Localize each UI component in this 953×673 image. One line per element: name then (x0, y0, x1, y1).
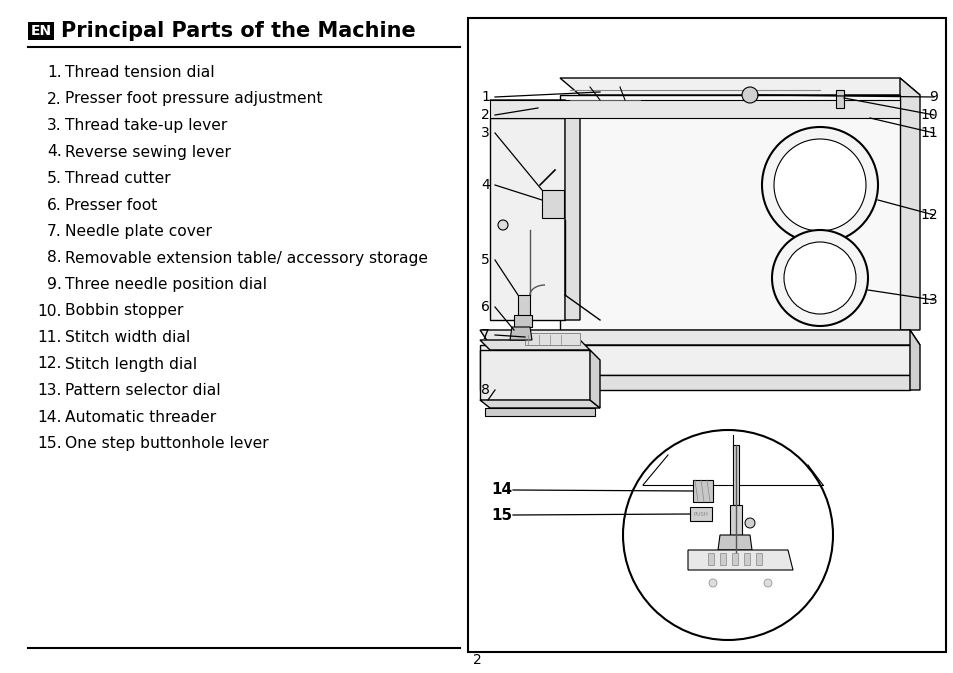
Circle shape (741, 87, 758, 103)
Bar (517, 295, 530, 325)
Text: Presser foot pressure adjustment: Presser foot pressure adjustment (65, 92, 322, 106)
Circle shape (622, 430, 832, 640)
Text: Removable extension table/ accessory storage: Removable extension table/ accessory sto… (65, 250, 428, 266)
Polygon shape (490, 118, 564, 320)
Text: Reverse sewing lever: Reverse sewing lever (65, 145, 231, 160)
Text: One step buttonhole lever: One step buttonhole lever (65, 436, 269, 451)
Bar (484, 408, 595, 416)
Polygon shape (479, 340, 589, 350)
Text: 8: 8 (480, 383, 489, 397)
Text: 6: 6 (480, 300, 489, 314)
Bar (835, 90, 843, 108)
Text: 1: 1 (480, 90, 489, 104)
Text: 13: 13 (920, 293, 937, 307)
Text: 8.: 8. (48, 250, 62, 266)
Text: EN: EN (30, 24, 51, 38)
Text: Needle plate cover: Needle plate cover (65, 224, 212, 239)
Polygon shape (490, 100, 899, 118)
Bar (707, 553, 713, 565)
Circle shape (708, 579, 717, 587)
Polygon shape (559, 95, 899, 330)
FancyBboxPatch shape (28, 22, 54, 40)
Text: 14: 14 (491, 483, 512, 497)
Text: PUSH: PUSH (693, 511, 708, 516)
Text: 15.: 15. (37, 436, 62, 451)
Polygon shape (899, 78, 919, 330)
Text: 3.: 3. (48, 118, 62, 133)
Text: 12: 12 (920, 208, 937, 222)
Text: 11: 11 (920, 126, 937, 140)
Text: Pattern selector dial: Pattern selector dial (65, 383, 220, 398)
Text: Thread take-up lever: Thread take-up lever (65, 118, 227, 133)
Polygon shape (479, 400, 599, 408)
Text: 7: 7 (480, 328, 489, 342)
Circle shape (497, 220, 507, 230)
Circle shape (763, 579, 771, 587)
Polygon shape (718, 535, 751, 550)
Text: 4.: 4. (48, 145, 62, 160)
Polygon shape (510, 327, 532, 340)
Text: 2: 2 (480, 108, 489, 122)
Circle shape (744, 518, 754, 528)
Bar (720, 553, 725, 565)
Text: 6.: 6. (48, 197, 62, 213)
Text: 3: 3 (480, 126, 489, 140)
Text: 15: 15 (491, 507, 512, 522)
Text: Thread cutter: Thread cutter (65, 171, 171, 186)
Bar (729, 505, 741, 535)
Text: 2.: 2. (48, 92, 62, 106)
Bar (692, 480, 712, 502)
Circle shape (783, 242, 855, 314)
Text: Three needle position dial: Three needle position dial (65, 277, 267, 292)
Text: Bobbin stopper: Bobbin stopper (65, 304, 183, 318)
Text: 14.: 14. (37, 409, 62, 425)
Text: 10.: 10. (37, 304, 62, 318)
Bar (731, 553, 738, 565)
Circle shape (771, 230, 867, 326)
Polygon shape (479, 375, 909, 390)
Bar (732, 445, 739, 505)
Bar (541, 190, 563, 218)
Bar (743, 553, 749, 565)
Text: 4: 4 (480, 178, 489, 192)
Text: 5: 5 (480, 253, 489, 267)
Bar (468, 18, 945, 652)
Circle shape (773, 139, 865, 231)
Text: 12.: 12. (37, 357, 62, 371)
Polygon shape (687, 550, 792, 570)
Text: Thread tension dial: Thread tension dial (65, 65, 214, 80)
Polygon shape (479, 345, 909, 375)
Text: 13.: 13. (37, 383, 62, 398)
Text: 5.: 5. (47, 171, 62, 186)
Polygon shape (909, 330, 919, 390)
Text: 2: 2 (472, 653, 481, 667)
Circle shape (761, 127, 877, 243)
Polygon shape (490, 100, 579, 118)
Text: 9.: 9. (47, 277, 62, 292)
Bar (524, 333, 579, 345)
Text: Presser foot: Presser foot (65, 197, 157, 213)
Text: 9: 9 (928, 90, 937, 104)
Polygon shape (589, 350, 599, 408)
Text: 10: 10 (920, 108, 937, 122)
Text: 7.: 7. (48, 224, 62, 239)
Bar (755, 553, 761, 565)
Text: 1.: 1. (48, 65, 62, 80)
Polygon shape (564, 100, 579, 320)
Text: 11.: 11. (37, 330, 62, 345)
Polygon shape (479, 350, 589, 400)
Text: Stitch length dial: Stitch length dial (65, 357, 197, 371)
Text: Principal Parts of the Machine: Principal Parts of the Machine (61, 21, 416, 41)
Text: Stitch width dial: Stitch width dial (65, 330, 190, 345)
Polygon shape (559, 78, 919, 95)
Polygon shape (479, 330, 919, 345)
Text: Automatic threader: Automatic threader (65, 409, 216, 425)
Bar (689, 507, 711, 521)
Bar (514, 315, 532, 327)
